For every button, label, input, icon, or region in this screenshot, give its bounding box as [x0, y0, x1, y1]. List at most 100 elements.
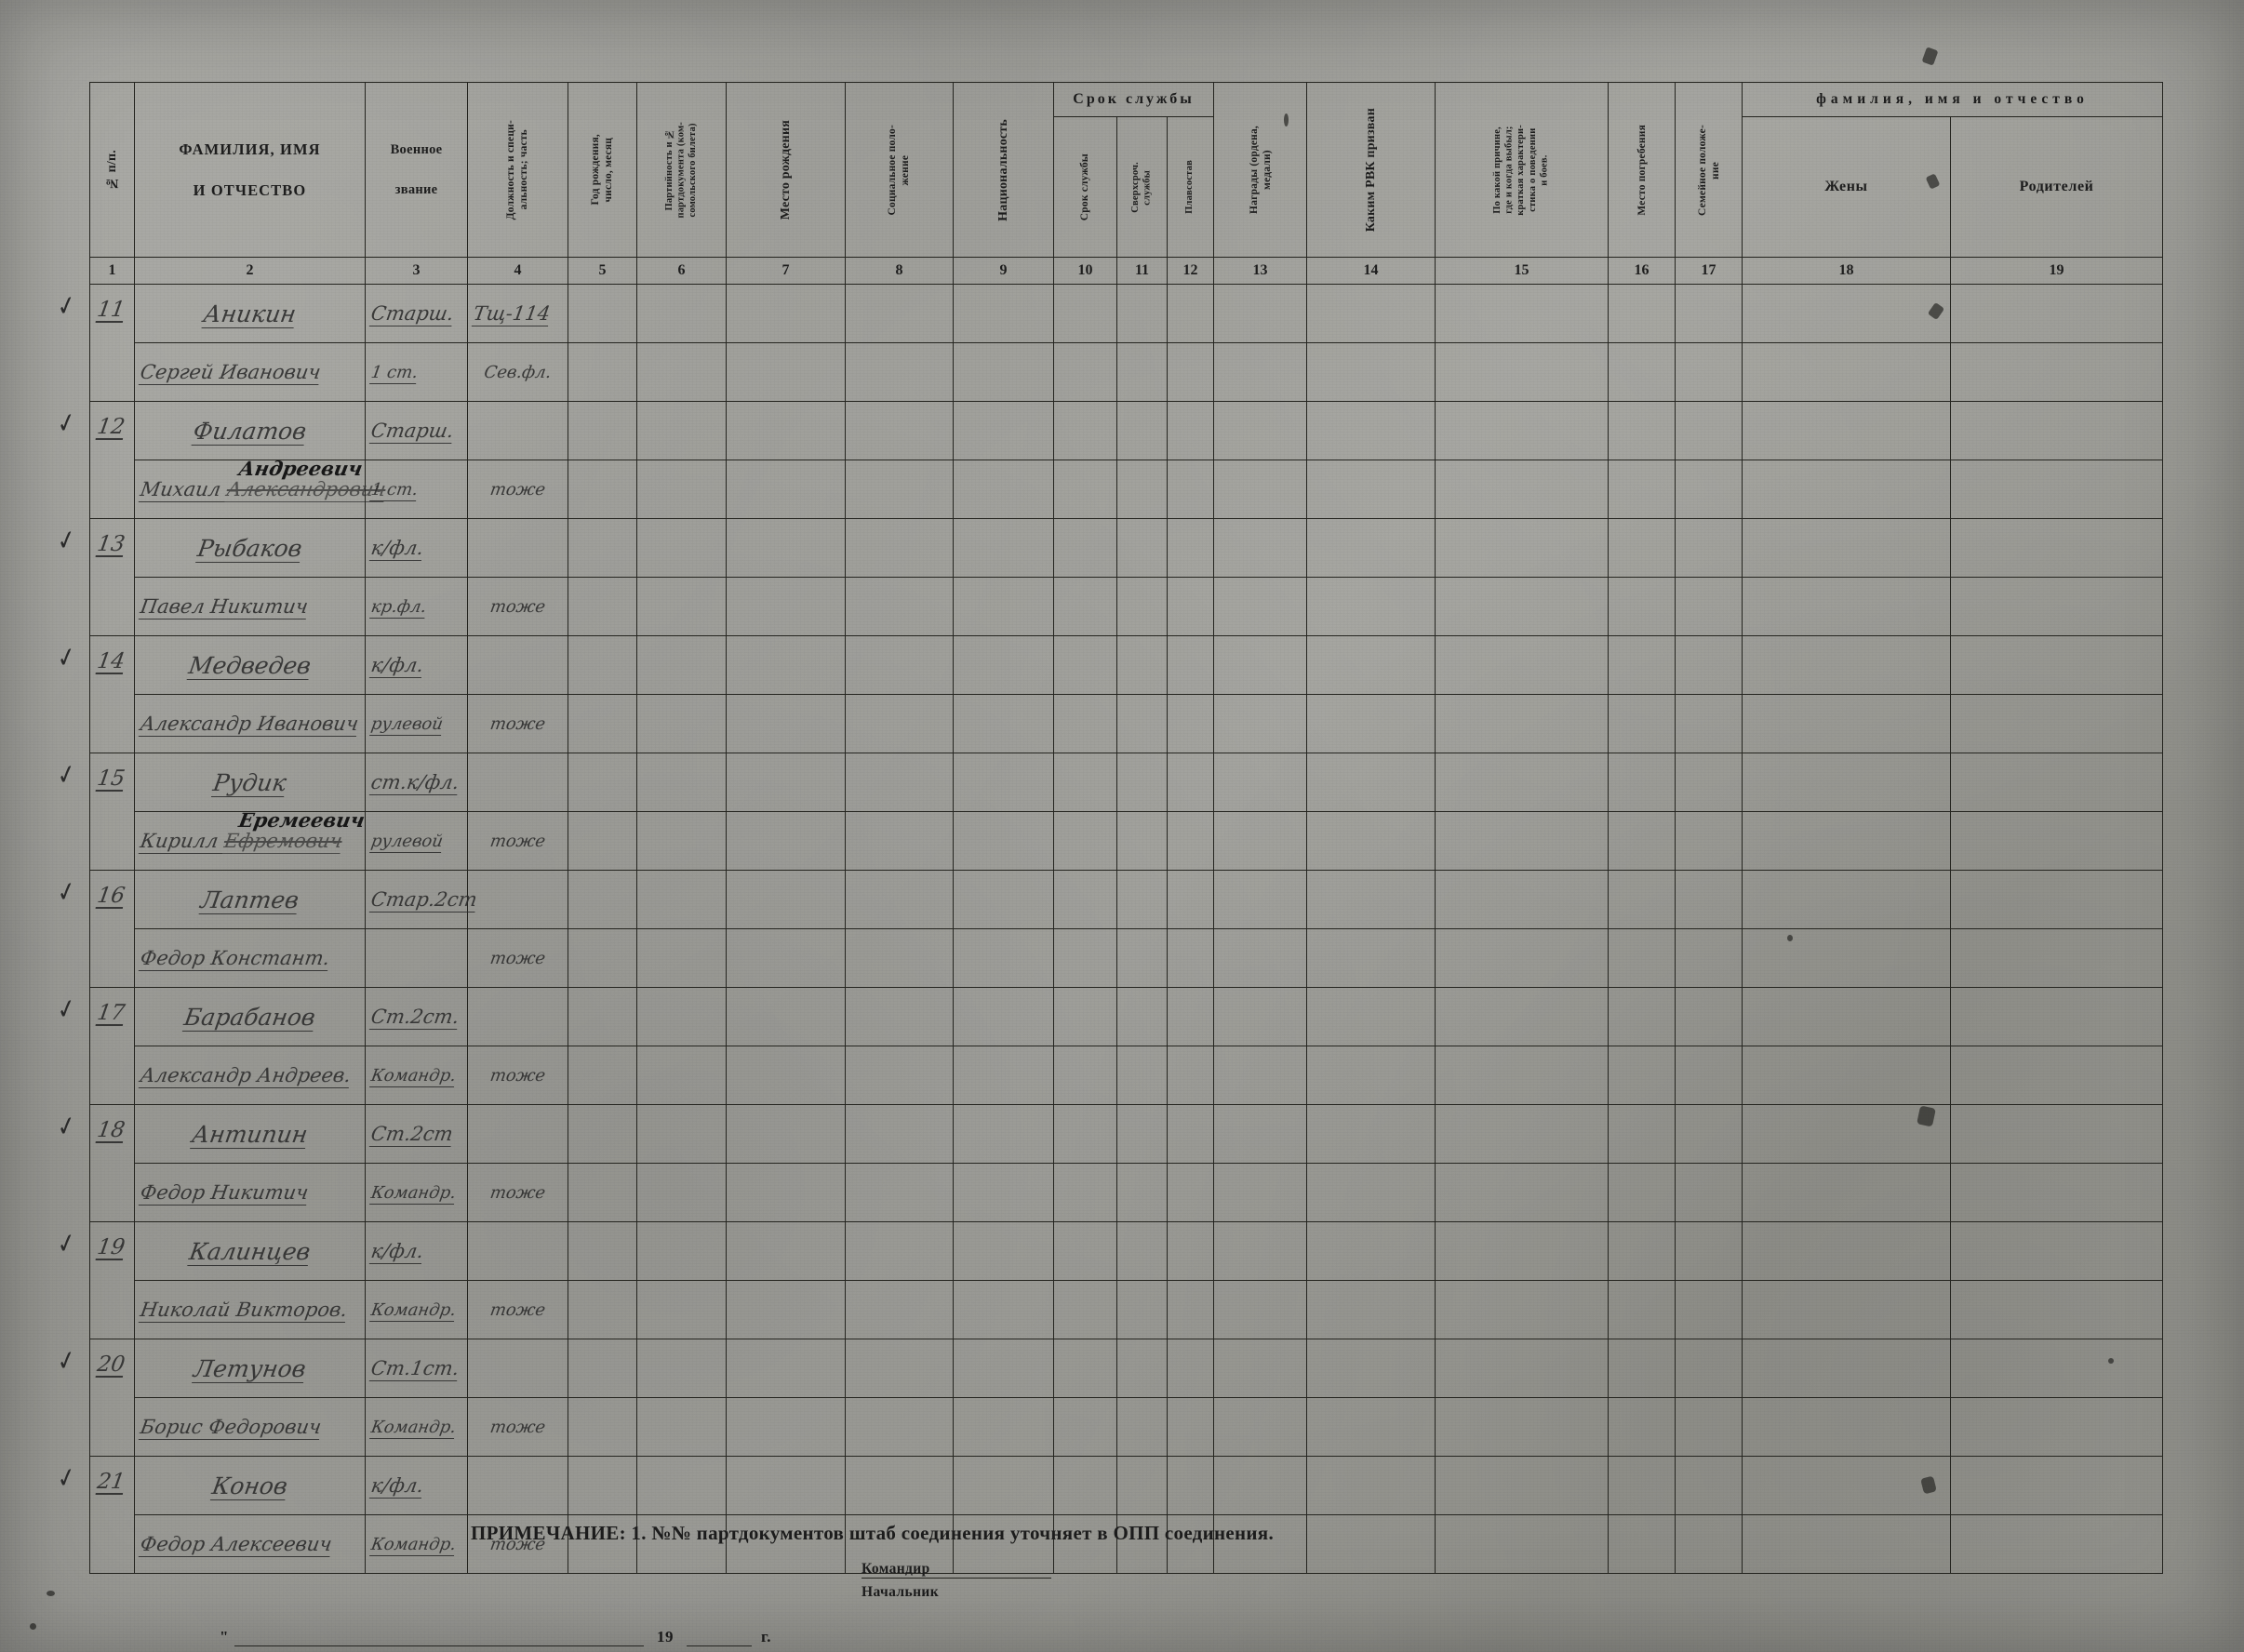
empty-cell[interactable]: [1608, 635, 1676, 695]
empty-cell[interactable]: [1435, 753, 1610, 812]
empty-cell[interactable]: [845, 1280, 954, 1339]
empty-cell[interactable]: [568, 870, 637, 929]
empty-cell[interactable]: [568, 342, 637, 402]
empty-cell[interactable]: [845, 694, 954, 753]
empty-cell[interactable]: [636, 1280, 727, 1339]
empty-cell[interactable]: [726, 987, 846, 1046]
surname-cell[interactable]: Лаптев: [134, 870, 366, 929]
empty-cell[interactable]: [1950, 518, 2164, 578]
table-row[interactable]: Александр Иванович рулевой тоже: [90, 694, 2164, 753]
empty-cell[interactable]: [1742, 1397, 1952, 1457]
surname-cell[interactable]: Калинцев: [134, 1221, 366, 1281]
table-row[interactable]: ✓ 14 Медведев к/фл.: [55, 635, 2164, 753]
empty-cell[interactable]: [636, 1514, 727, 1574]
table-row[interactable]: Федор Алексеевич Командр. тоже: [90, 1514, 2164, 1574]
empty-cell[interactable]: [1213, 342, 1308, 402]
post-cell[interactable]: тоже: [467, 928, 568, 988]
empty-cell[interactable]: [1950, 1456, 2164, 1515]
table-row[interactable]: Николай Викторов. Командр. тоже: [90, 1280, 2164, 1339]
empty-cell[interactable]: [1053, 811, 1117, 871]
empty-cell[interactable]: [726, 1163, 846, 1222]
empty-cell[interactable]: [1213, 401, 1308, 460]
empty-cell[interactable]: [1950, 928, 2164, 988]
empty-cell[interactable]: [953, 1046, 1054, 1105]
post-cell[interactable]: тоже: [467, 1397, 568, 1457]
empty-cell[interactable]: [1742, 342, 1952, 402]
empty-cell[interactable]: [1116, 1221, 1168, 1281]
rank-cell[interactable]: Командр.: [365, 1514, 468, 1574]
empty-cell[interactable]: [568, 694, 637, 753]
post-cell[interactable]: Сев.фл.: [467, 342, 568, 402]
empty-cell[interactable]: [1116, 1397, 1168, 1457]
empty-cell[interactable]: [1608, 694, 1676, 753]
empty-cell[interactable]: [1116, 518, 1168, 578]
empty-cell[interactable]: [1435, 635, 1610, 695]
row-number-cell[interactable]: ✓ 15: [55, 753, 135, 871]
empty-cell[interactable]: [1742, 928, 1952, 988]
empty-cell[interactable]: [1950, 1514, 2164, 1574]
empty-cell[interactable]: [568, 284, 637, 343]
rank-cell[interactable]: Командр.: [365, 1397, 468, 1457]
post-cell[interactable]: тоже: [467, 694, 568, 753]
empty-cell[interactable]: [1053, 342, 1117, 402]
empty-cell[interactable]: [636, 1104, 727, 1164]
table-row[interactable]: ✓ 21 Конов к/фл.: [55, 1456, 2164, 1574]
empty-cell[interactable]: [953, 460, 1054, 519]
empty-cell[interactable]: [845, 811, 954, 871]
surname-cell[interactable]: Летунов: [134, 1339, 366, 1398]
empty-cell[interactable]: [1675, 342, 1743, 402]
empty-cell[interactable]: [1950, 577, 2164, 636]
table-row[interactable]: Федор Никитич Командр. тоже: [90, 1163, 2164, 1222]
empty-cell[interactable]: [1166, 694, 1215, 753]
empty-cell[interactable]: [1306, 870, 1436, 929]
empty-cell[interactable]: [1116, 1339, 1168, 1398]
empty-cell[interactable]: [1116, 1514, 1168, 1574]
empty-cell[interactable]: [1675, 1456, 1743, 1515]
empty-cell[interactable]: [1608, 401, 1676, 460]
empty-cell[interactable]: [1675, 635, 1743, 695]
rank-cell[interactable]: Командр.: [365, 1046, 468, 1105]
empty-cell[interactable]: [1742, 1280, 1952, 1339]
table-row[interactable]: ✓ 18 Антипин Ст.2ст: [55, 1104, 2164, 1222]
empty-cell[interactable]: [726, 694, 846, 753]
empty-cell[interactable]: [1166, 518, 1215, 578]
given-name-cell[interactable]: Кирилл Ефремович Еремеевич: [134, 808, 367, 871]
empty-cell[interactable]: [1213, 1280, 1308, 1339]
empty-cell[interactable]: [1053, 694, 1117, 753]
given-name-cell[interactable]: Павел Никитич: [134, 577, 366, 636]
empty-cell[interactable]: [1116, 1280, 1168, 1339]
empty-cell[interactable]: [1950, 460, 2164, 519]
post-cell[interactable]: [467, 635, 568, 695]
empty-cell[interactable]: [1213, 1456, 1308, 1515]
empty-cell[interactable]: [1950, 694, 2164, 753]
empty-cell[interactable]: [1053, 1339, 1117, 1398]
empty-cell[interactable]: [1608, 753, 1676, 812]
table-row[interactable]: ✓ 20 Летунов Ст.1ст.: [55, 1339, 2164, 1457]
post-cell[interactable]: тоже: [467, 1163, 568, 1222]
empty-cell[interactable]: [953, 1456, 1054, 1515]
table-row[interactable]: ✓ 16 Лаптев Стар.2ст: [55, 870, 2164, 988]
empty-cell[interactable]: [1950, 1104, 2164, 1164]
empty-cell[interactable]: [1306, 1514, 1436, 1574]
empty-cell[interactable]: [845, 1163, 954, 1222]
empty-cell[interactable]: [1166, 577, 1215, 636]
date-day-blank[interactable]: [234, 1632, 644, 1646]
empty-cell[interactable]: [1742, 635, 1952, 695]
empty-cell[interactable]: [1213, 460, 1308, 519]
empty-cell[interactable]: [1742, 753, 1952, 812]
empty-cell[interactable]: [1053, 1046, 1117, 1105]
empty-cell[interactable]: [1950, 753, 2164, 812]
row-number-cell[interactable]: ✓ 19: [55, 1221, 135, 1339]
empty-cell[interactable]: [1053, 401, 1117, 460]
empty-cell[interactable]: [1675, 811, 1743, 871]
empty-cell[interactable]: [1950, 1397, 2164, 1457]
empty-cell[interactable]: [1306, 1221, 1436, 1281]
empty-cell[interactable]: [636, 518, 727, 578]
empty-cell[interactable]: [1213, 284, 1308, 343]
empty-cell[interactable]: [1675, 1339, 1743, 1398]
empty-cell[interactable]: [1053, 1163, 1117, 1222]
empty-cell[interactable]: [1306, 460, 1436, 519]
table-row[interactable]: Михаил Александрович Андреевич 1 ст. тоже: [90, 457, 2164, 519]
empty-cell[interactable]: [1053, 635, 1117, 695]
rank-cell[interactable]: Старш.: [365, 284, 468, 343]
